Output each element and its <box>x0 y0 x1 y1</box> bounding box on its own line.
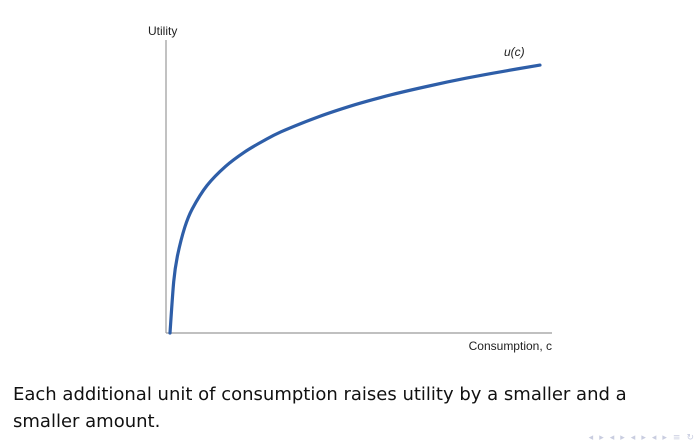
section-prev-icon[interactable]: ◂ <box>630 433 636 443</box>
slide-next-icon[interactable]: ▸ <box>662 433 667 443</box>
frame-next-icon[interactable]: ▸ <box>599 433 604 443</box>
subsection-prev-icon[interactable]: ◂ <box>609 433 615 443</box>
search-icon[interactable]: ↻ <box>686 433 694 443</box>
fit-icon[interactable]: ≡ <box>672 433 681 443</box>
y-axis-label: Utility <box>148 24 177 38</box>
x-axis-label: Consumption, c <box>469 339 552 353</box>
series-line-0 <box>168 63 542 335</box>
utility-chart: Utility Consumption, c u(c) <box>148 24 552 353</box>
section-next-icon[interactable]: ▸ <box>641 433 646 443</box>
axes <box>165 40 552 334</box>
frame-prev-icon[interactable]: ◂ <box>588 433 594 443</box>
slide-caption: Each additional unit of consumption rais… <box>13 384 627 432</box>
subsection-next-icon[interactable]: ▸ <box>620 433 625 443</box>
series-label-0: u(c) <box>504 45 525 59</box>
beamer-navigation: ◂ ▸ ◂ ▸ ◂ ▸ ◂ ▸ ≡ ↻ <box>589 432 694 444</box>
series-layer: u(c) <box>168 45 542 335</box>
slide-prev-icon[interactable]: ◂ <box>651 433 657 443</box>
